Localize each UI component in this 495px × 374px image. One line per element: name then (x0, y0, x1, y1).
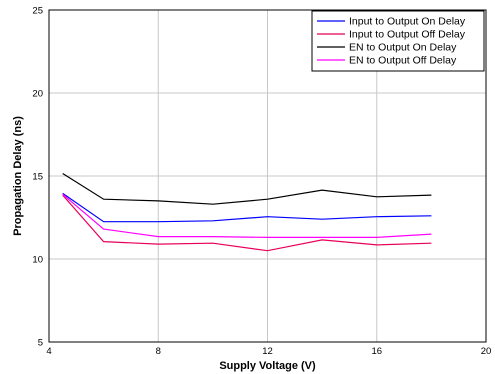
legend-label: EN to Output Off Delay (349, 55, 457, 67)
y-tick-label: 15 (32, 172, 43, 183)
x-tick-label: 16 (371, 346, 382, 357)
y-tick-label: 10 (32, 255, 43, 266)
legend-label: Input to Output On Delay (349, 16, 466, 28)
y-tick-label: 25 (32, 6, 43, 17)
legend-label: Input to Output Off Delay (349, 29, 466, 41)
series-line-1 (62, 192, 432, 223)
x-tick-labels: 4 8 12 16 20 (46, 346, 491, 357)
y-tick-label: 5 (38, 338, 43, 349)
series-line-2 (62, 194, 432, 252)
legend-label: EN to Output On Delay (349, 42, 457, 54)
x-tick-label: 8 (156, 346, 161, 357)
series-line-3 (62, 172, 432, 205)
y-axis-title: Propagation Delay (ns) (12, 116, 24, 236)
y-tick-label: 20 (32, 89, 43, 100)
x-tick-label: 20 (481, 346, 492, 357)
x-tick-label: 12 (262, 346, 273, 357)
series-line-4 (62, 193, 432, 238)
x-axis-title: Supply Voltage (V) (219, 360, 316, 372)
x-tick-label: 4 (46, 346, 51, 357)
plot-frame (48, 9, 487, 343)
y-tick-labels: 5 10 15 20 25 (32, 6, 43, 349)
series-lines (62, 172, 432, 252)
